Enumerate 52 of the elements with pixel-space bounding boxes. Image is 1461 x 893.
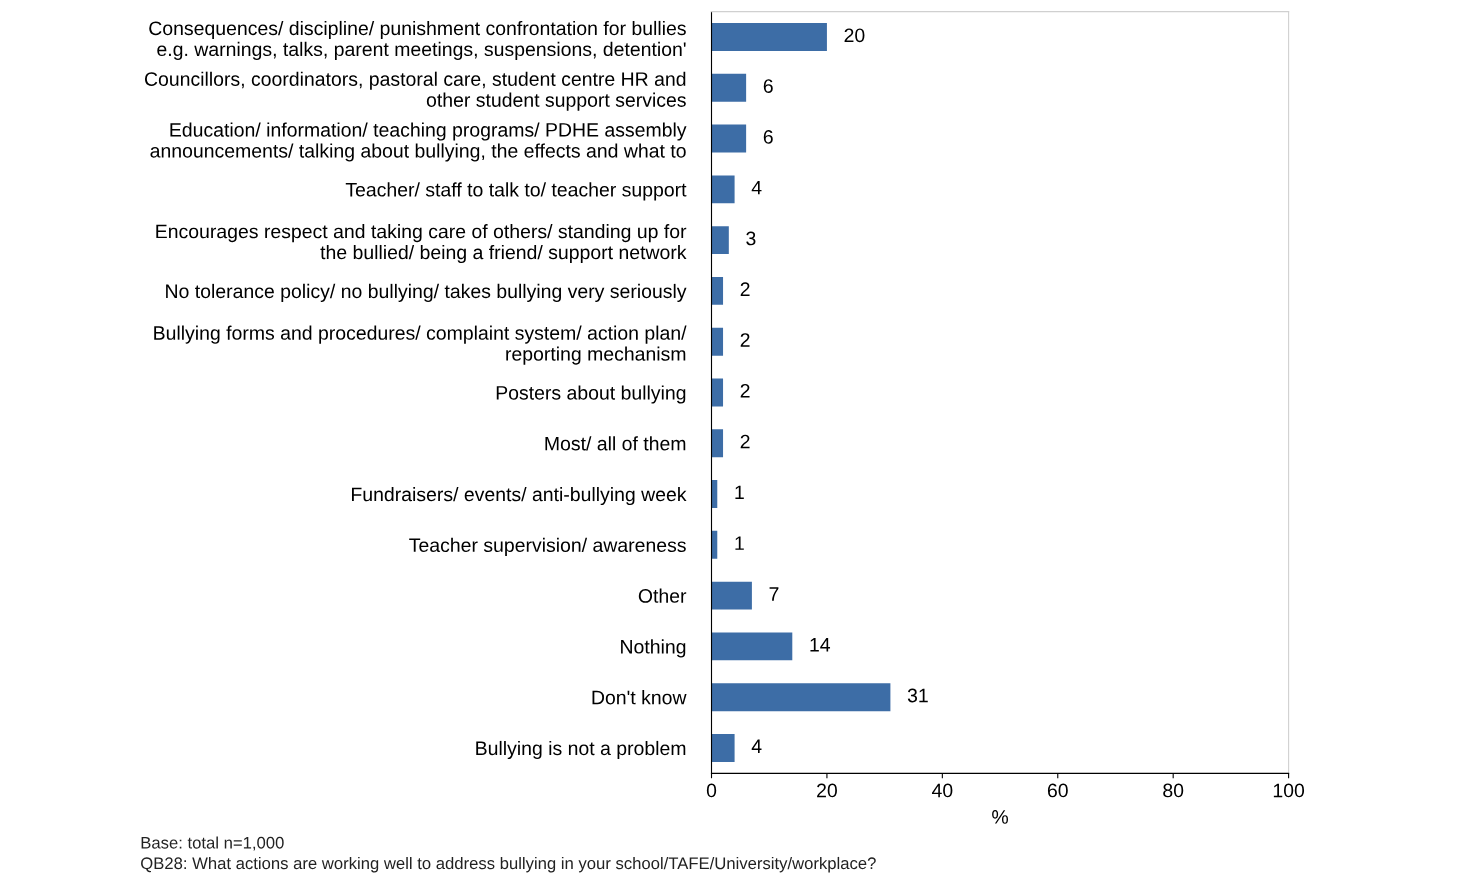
data-label: 4 bbox=[751, 739, 762, 753]
y-tick-label: Education/ information/ teaching programs/ PDHE assembly announcements/ talking about bullying, the effects and what to bbox=[150, 122, 687, 162]
data-label: 2 bbox=[740, 383, 750, 398]
data-label: 3 bbox=[746, 231, 756, 246]
y-tick-label: Teacher/ staff to talk to/ teacher support bbox=[345, 182, 687, 201]
y-tick-label: Councillors, coordinators, pastoral care, student centre HR and other student support services bbox=[144, 71, 686, 111]
x-tick-label: 60 bbox=[1047, 783, 1068, 798]
data-label: 2 bbox=[740, 333, 750, 347]
x-tick-label: 40 bbox=[931, 783, 953, 798]
data-label: 7 bbox=[769, 587, 779, 601]
y-tick-label: Teacher supervision/ awareness bbox=[409, 537, 686, 556]
y-tick-label: Encourages respect and taking care of others/ standing up for the bullied/ being a friend/ support network bbox=[156, 224, 687, 264]
data-label: 6 bbox=[763, 79, 773, 93]
bar bbox=[711, 581, 752, 610]
data-label: 1 bbox=[735, 485, 744, 500]
bar bbox=[711, 124, 747, 153]
y-tick-label: Bullying is not a problem bbox=[476, 740, 686, 760]
x-tick-label: 80 bbox=[1163, 783, 1184, 798]
x-tick-label: 100 bbox=[1273, 783, 1305, 798]
y-tick-label: Other bbox=[638, 588, 687, 603]
text: QB28: What actions are working well to address bullying in your school/TAFE/University/workplace? bbox=[141, 856, 876, 873]
bar bbox=[711, 226, 729, 255]
bar bbox=[711, 733, 735, 762]
y-tick-label: No tolerance policy/ no bullying/ takes bullying very seriously bbox=[166, 283, 687, 302]
data-label: 6 bbox=[763, 130, 773, 144]
bar bbox=[711, 327, 724, 356]
bar bbox=[711, 683, 891, 712]
bar bbox=[711, 276, 724, 305]
bar bbox=[711, 378, 724, 407]
y-tick-label: Nothing bbox=[621, 639, 686, 658]
y-tick-label: Consequences/ discipline/ punishment confrontation for bullies e.g. warnings, talks, parent meetings, suspensions, detention' bbox=[149, 20, 686, 60]
y-tick-label: Bullying forms and procedures/ complaint system/ action plan/ reporting mechanism bbox=[154, 325, 687, 365]
data-label: 2 bbox=[740, 434, 750, 449]
bar bbox=[711, 175, 735, 204]
x-tick-label: 0 bbox=[706, 783, 717, 798]
data-label: 14 bbox=[810, 638, 831, 652]
y-tick-label: Posters about bullying bbox=[496, 385, 686, 404]
data-label: 4 bbox=[751, 181, 762, 195]
y-tick-label: Most/ all of them bbox=[545, 436, 686, 451]
bar bbox=[711, 23, 827, 51]
y-tick-label: Fundraisers/ events/ anti-bullying week bbox=[352, 486, 687, 506]
text: Base: total n=1,000 bbox=[141, 836, 284, 851]
bar bbox=[711, 429, 724, 458]
data-label: 31 bbox=[907, 688, 928, 703]
bar bbox=[711, 73, 747, 102]
bar bbox=[711, 632, 793, 661]
data-label: 1 bbox=[735, 536, 744, 550]
y-tick-label: Don't know bbox=[592, 690, 687, 705]
data-label: 20 bbox=[844, 28, 865, 43]
x-axis-title: % bbox=[992, 810, 1009, 824]
data-label: 2 bbox=[740, 282, 750, 296]
x-tick-label: 20 bbox=[817, 783, 837, 798]
